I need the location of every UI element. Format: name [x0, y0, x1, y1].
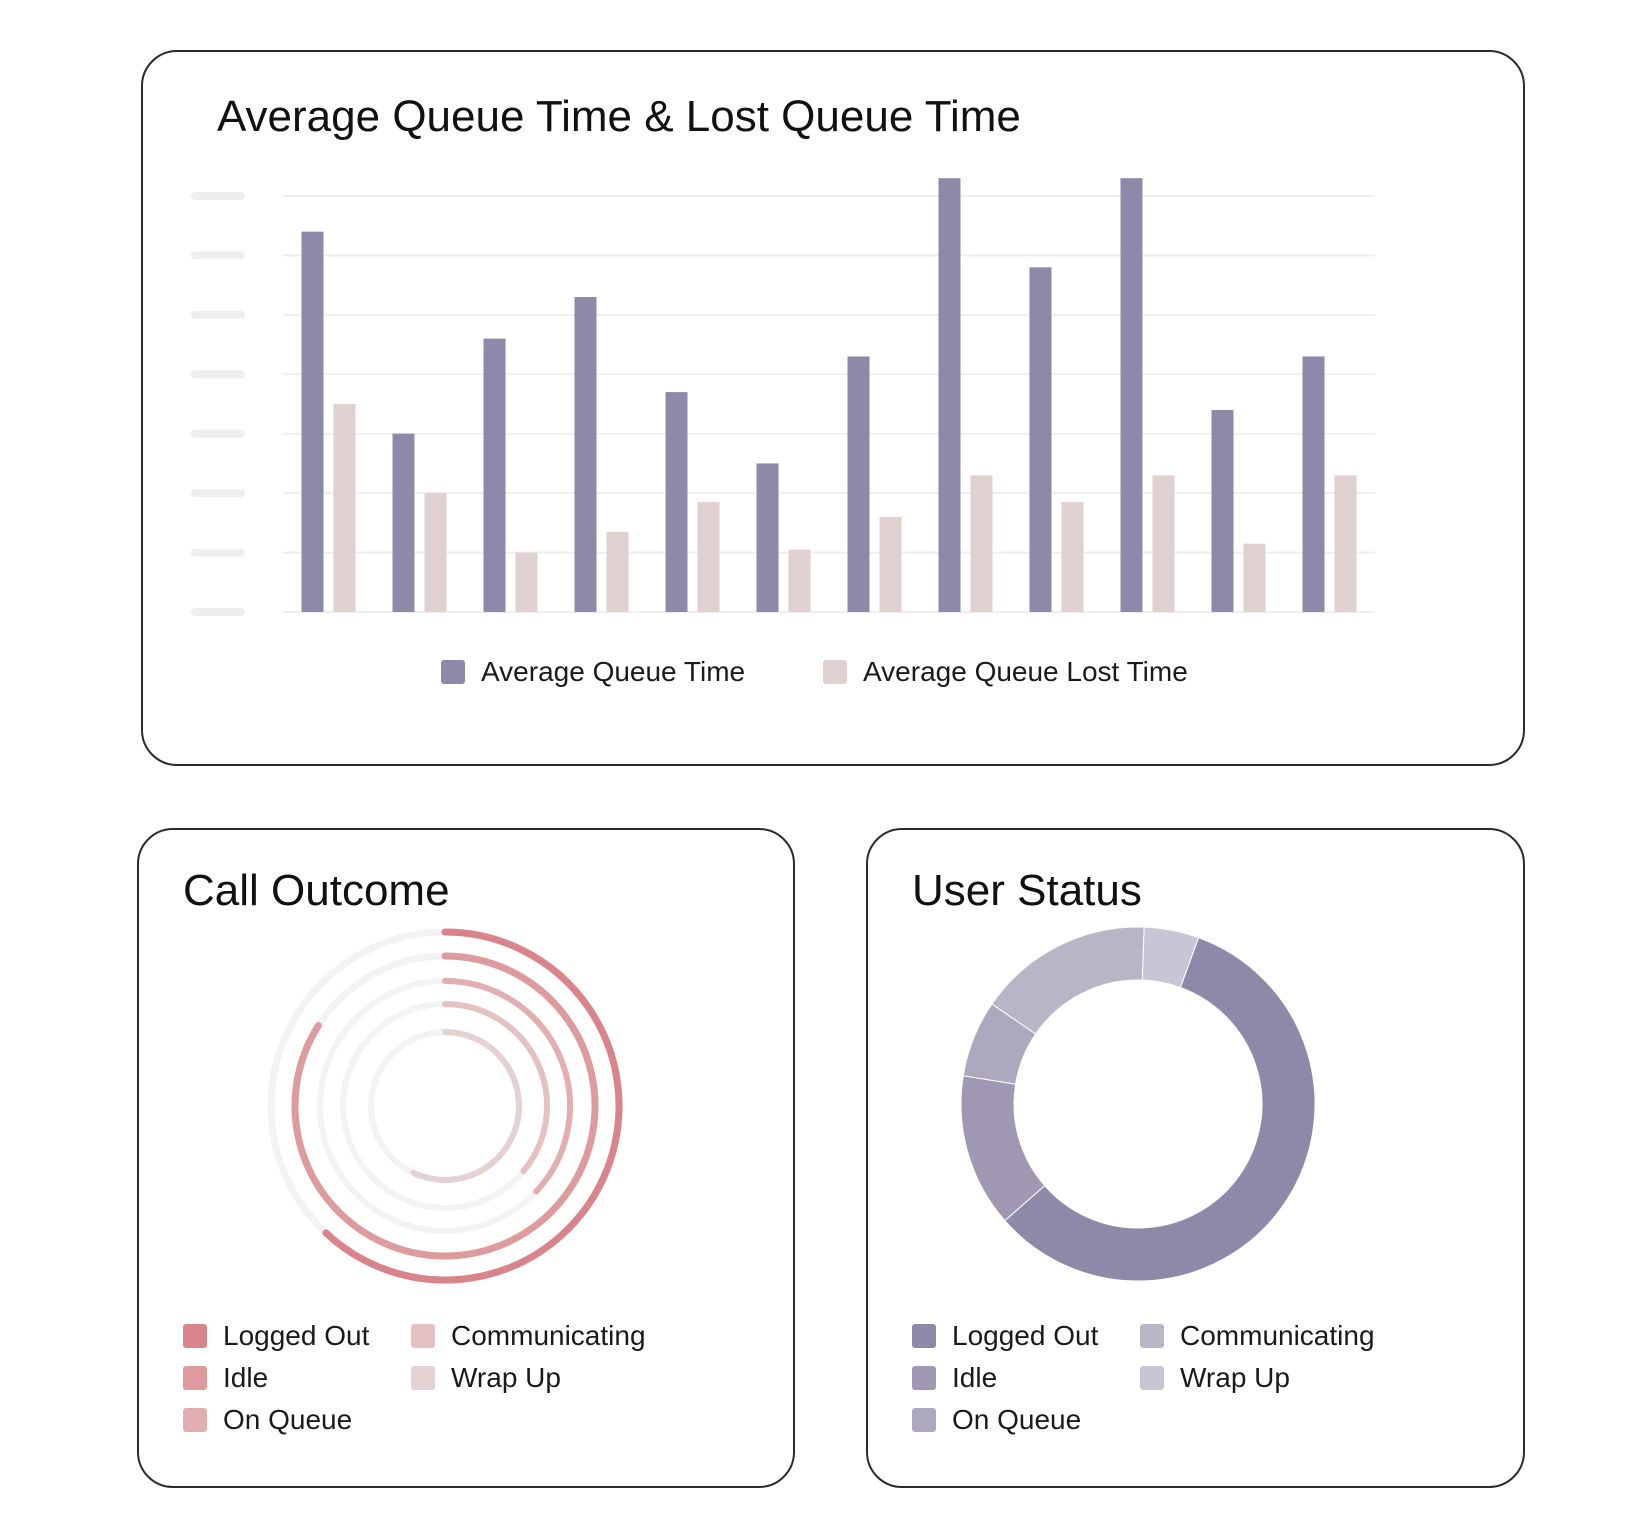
- outcome-legend-label: Idle: [223, 1362, 269, 1393]
- bar-avg-queue-12: [1302, 356, 1325, 612]
- bar-avg-lost-6: [788, 549, 811, 612]
- legend-avg-lost-label: Average Queue Lost Time: [863, 656, 1188, 687]
- legend-avg-queue-label: Average Queue Time: [481, 656, 746, 687]
- outcome-legend-swatch: [183, 1366, 207, 1390]
- radial-arc-communicating: [442, 1001, 550, 1175]
- outcome-legend-label: Wrap Up: [451, 1362, 561, 1393]
- donut-slice-communicating: [991, 926, 1145, 1035]
- legend-avg-lost: Average Queue Lost Time: [823, 658, 1188, 686]
- outcome-legend-label: On Queue: [223, 1404, 353, 1435]
- radial-arc-wrap-up: [410, 1029, 522, 1183]
- y-tick-placeholder: [191, 251, 245, 260]
- status-legend-item: On Queue: [912, 1406, 1081, 1434]
- status-legend-swatch: [912, 1366, 936, 1390]
- bar-avg-queue-9: [1029, 267, 1052, 612]
- donut-slice-logged-out: [1004, 937, 1316, 1282]
- status-legend-item: Logged Out: [912, 1322, 1098, 1350]
- status-legend-label: Communicating: [1180, 1320, 1375, 1351]
- outcome-legend-label: Logged Out: [223, 1320, 370, 1351]
- status-legend-swatch: [912, 1408, 936, 1432]
- bar-avg-queue-2: [392, 433, 415, 612]
- y-tick-placeholder: [191, 192, 245, 200]
- y-tick-placeholder: [191, 429, 245, 438]
- queue-bar-chart: [191, 178, 1375, 616]
- status-legend-swatch: [912, 1324, 936, 1348]
- outcome-legend-swatch: [411, 1366, 435, 1390]
- bar-avg-queue-3: [483, 338, 506, 612]
- status-legend-label: Logged Out: [952, 1320, 1099, 1351]
- user-status-title: User Status: [912, 866, 1142, 915]
- bar-avg-queue-5: [665, 392, 688, 612]
- outcome-legend-item: Wrap Up: [411, 1364, 561, 1392]
- bar-avg-lost-10: [1152, 475, 1175, 612]
- bar-avg-lost-2: [424, 493, 447, 612]
- bar-avg-queue-6: [756, 463, 779, 612]
- call-outcome-radial-chart: [267, 928, 623, 1284]
- bar-avg-queue-4: [574, 297, 597, 612]
- bar-avg-lost-3: [515, 552, 538, 612]
- bar-avg-lost-9: [1061, 502, 1084, 612]
- bar-avg-queue-1: [301, 231, 324, 612]
- queue-time-card: Average Queue Time & Lost Queue Time Ave…: [141, 50, 1525, 766]
- outcome-legend-swatch: [183, 1408, 207, 1432]
- outcome-legend-label: Communicating: [451, 1320, 646, 1351]
- bar-avg-lost-1: [333, 404, 356, 612]
- bar-avg-lost-12: [1334, 475, 1357, 612]
- bar-avg-lost-4: [606, 531, 629, 612]
- status-legend-label: Idle: [952, 1362, 998, 1393]
- outcome-legend-item: Logged Out: [183, 1322, 369, 1350]
- y-tick-placeholder: [191, 548, 245, 557]
- legend-avg-queue-swatch: [441, 660, 465, 684]
- bar-grid: [191, 192, 1375, 616]
- outcome-legend-item: On Queue: [183, 1406, 352, 1434]
- donut-slice-wrap-up: [1141, 926, 1200, 989]
- bar-avg-lost-5: [697, 502, 720, 612]
- user-status-card: User Status Logged Out Idle On Queue Commun…: [866, 828, 1525, 1488]
- status-legend-item: Idle: [912, 1364, 997, 1392]
- bar-avg-queue-10: [1120, 178, 1143, 612]
- call-outcome-title: Call Outcome: [183, 866, 450, 915]
- bar-avg-queue-8: [938, 178, 961, 612]
- outcome-legend-item: Idle: [183, 1364, 268, 1392]
- legend-avg-queue: Average Queue Time: [441, 658, 745, 686]
- bar-avg-lost-8: [970, 475, 993, 612]
- bar-avg-queue-11: [1211, 409, 1234, 612]
- outcome-legend-swatch: [411, 1324, 435, 1348]
- legend-avg-lost-swatch: [823, 660, 847, 684]
- y-tick-placeholder: [191, 489, 245, 498]
- bar-avg-lost-11: [1243, 543, 1266, 612]
- outcome-legend-swatch: [183, 1324, 207, 1348]
- status-legend-item: Wrap Up: [1140, 1364, 1290, 1392]
- radial-arc-on-queue: [442, 978, 573, 1195]
- status-legend-swatch: [1140, 1366, 1164, 1390]
- radial-arc-idle: [291, 952, 599, 1260]
- queue-chart-title: Average Queue Time & Lost Queue Time: [217, 92, 1021, 141]
- bar-avg-lost-7: [879, 516, 902, 612]
- call-outcome-card: Call Outcome Logged Out Idle On Queue Commu…: [137, 828, 795, 1488]
- y-tick-placeholder: [191, 370, 245, 379]
- y-tick-placeholder: [191, 608, 245, 616]
- y-tick-placeholder: [191, 310, 245, 319]
- user-status-donut-chart: [960, 926, 1316, 1282]
- radial-arc-logged-out: [322, 928, 623, 1284]
- status-legend-label: On Queue: [952, 1404, 1082, 1435]
- status-legend-label: Wrap Up: [1180, 1362, 1290, 1393]
- bar-avg-queue-7: [847, 356, 870, 612]
- status-legend-item: Communicating: [1140, 1322, 1375, 1350]
- outcome-legend-item: Communicating: [411, 1322, 646, 1350]
- status-legend-swatch: [1140, 1324, 1164, 1348]
